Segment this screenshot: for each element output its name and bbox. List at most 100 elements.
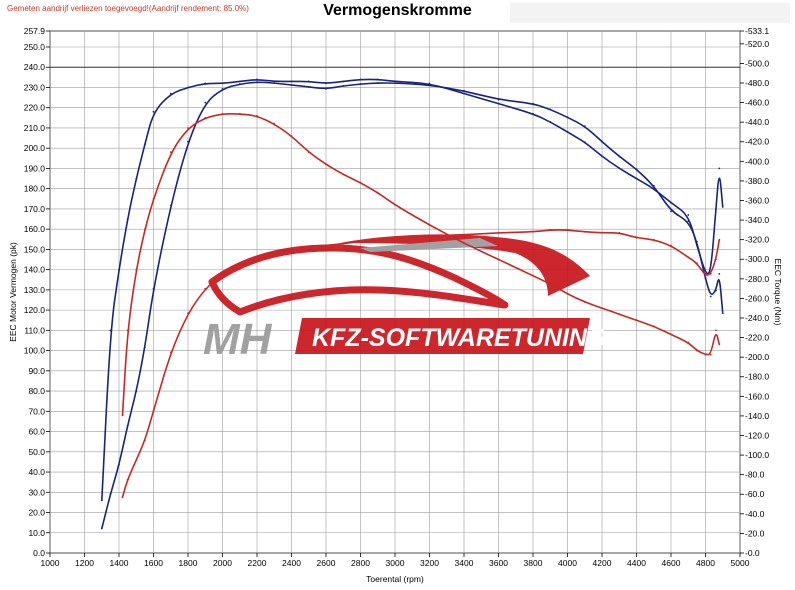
series-3-point [715,258,717,261]
y-right-tick-label: -460.0 [745,98,769,108]
series-3-point [635,236,638,239]
y-left-tick-label: 100.0 [24,346,46,356]
y-left-tick-label: 257.9 [24,26,46,36]
series-3-point [238,263,241,265]
series-2-point [169,92,172,95]
y-right-tick-label: -100.0 [745,450,769,460]
series-1-point [618,155,621,158]
series-1-point [342,85,345,87]
series-4-point [670,333,672,336]
y-left-tick-label: 160.0 [24,224,46,234]
series-3-point [152,410,155,412]
series-4-point [256,114,258,117]
series-3-point [394,237,396,240]
series-4-point [135,268,138,271]
series-2-point [497,102,500,105]
series-1-point [566,116,569,119]
series-2-point [601,155,603,158]
x-tick-label: 1000 [41,558,60,568]
series-3-point [428,234,431,237]
y-right-tick-label: -260.0 [745,293,769,303]
series-4-point [169,151,172,154]
series-1-point [704,277,707,280]
series-4-point [687,341,690,344]
series-3-point [126,478,129,481]
series-1-point [497,98,500,101]
y-right-tick-label: -520.0 [745,39,769,49]
series-1-point [652,184,655,187]
x-tick-label: 2000 [213,558,232,568]
series-4-point [704,353,707,356]
series-2-point [187,86,189,89]
series-2-point [721,206,724,208]
series-4-point [549,282,552,285]
series-2-point [696,244,698,247]
series-1-point [325,88,327,90]
series-2-point [583,141,586,144]
series-2-point [635,177,638,180]
y-right-tick-label: -60.0 [745,489,765,499]
series-2-point [144,143,146,146]
series-4-point [325,163,327,166]
series-1-point [187,140,189,143]
series-4-point [532,274,534,277]
notice-placeholder-box [510,3,790,23]
series-3-point [290,248,293,251]
y-left-tick-label: 120.0 [24,305,46,315]
y-right-tick-label: -200.0 [745,352,769,362]
x-tick-label: 1200 [75,558,94,568]
y-right-tick-label: -400.0 [745,156,769,166]
series-2-point [463,92,465,95]
series-3-point [670,244,672,247]
y-left-tick-label: 50.0 [28,447,45,457]
x-tick-label: 5000 [731,558,750,568]
series-line-2 [101,78,724,501]
x-tick-label: 4800 [696,558,715,568]
series-4-point [601,307,603,309]
x-tick-label: 3800 [524,558,543,568]
series-1-point [463,89,465,92]
y-left-tick-label: 40.0 [28,467,45,477]
series-1-point [376,82,379,84]
series-1-point [721,312,724,314]
series-4-point [359,181,362,184]
series-2-point [359,78,362,81]
y-right-tick-label: -480.0 [745,78,769,88]
series-1-point [204,101,207,104]
y-left-tick-label: 70.0 [28,406,45,416]
series-4-point [618,313,621,316]
series-1-point [290,84,293,86]
series-3-point [566,229,569,231]
series-4-point [376,191,379,194]
y-right-tick-label: -0.0 [745,548,760,558]
x-tick-label: 3200 [420,558,439,568]
series-1-point [109,493,112,496]
series-2-point [126,218,129,220]
mh-logo-watermark: MH KFZ-SOFTWARETUNING [203,234,606,364]
series-4-point [342,173,345,176]
series-3-point [549,229,552,231]
y-left-tick-label: 190.0 [24,163,46,173]
series-4-point [126,329,129,332]
series-3-point [652,238,655,241]
y-right-tick-label: -40.0 [745,509,765,519]
y-left-tick-label: 140.0 [24,265,46,275]
x-tick-label: 1800 [179,558,198,568]
series-2-point [109,329,112,332]
y-left-tick-label: 210.0 [24,123,46,133]
y-right-tick-label: -340.0 [745,215,769,225]
x-tick-label: 3600 [489,558,508,568]
x-axis-ticks: 1000 1200 1400 1600 1800 2000 2200 2400 2600 2800… [41,553,750,568]
series-1-point [394,82,396,84]
y-left-tick-label: 230.0 [24,82,46,92]
x-tick-label: 4600 [662,558,681,568]
series-3-point [601,231,603,234]
y-right-tick-label: -300.0 [745,254,769,264]
y-right-tick-label: -380.0 [745,176,769,186]
series-4-point [144,228,146,231]
y-right-tick-label: -240.0 [745,313,769,323]
y-left-tick-label: 80.0 [28,386,45,396]
logo-mh-letters: MH [203,315,273,364]
series-1-point [601,140,603,143]
x-tick-label: 4000 [558,558,577,568]
